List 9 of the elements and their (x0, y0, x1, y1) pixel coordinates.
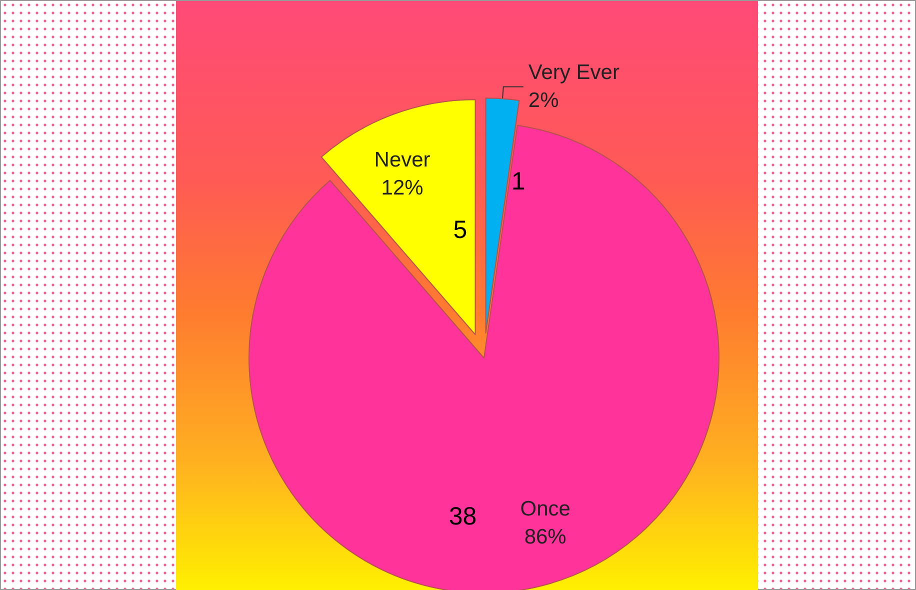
data-label: 5 (453, 216, 468, 244)
data-label: 38 (448, 502, 477, 530)
text: 86% (524, 526, 566, 549)
text: 12% (381, 176, 424, 200)
slice-label: Once (520, 498, 570, 521)
text: 2% (528, 89, 559, 112)
data-label: 1 (511, 167, 526, 196)
slice-label: Never (374, 148, 430, 172)
slice-label: Very Ever (528, 61, 620, 84)
